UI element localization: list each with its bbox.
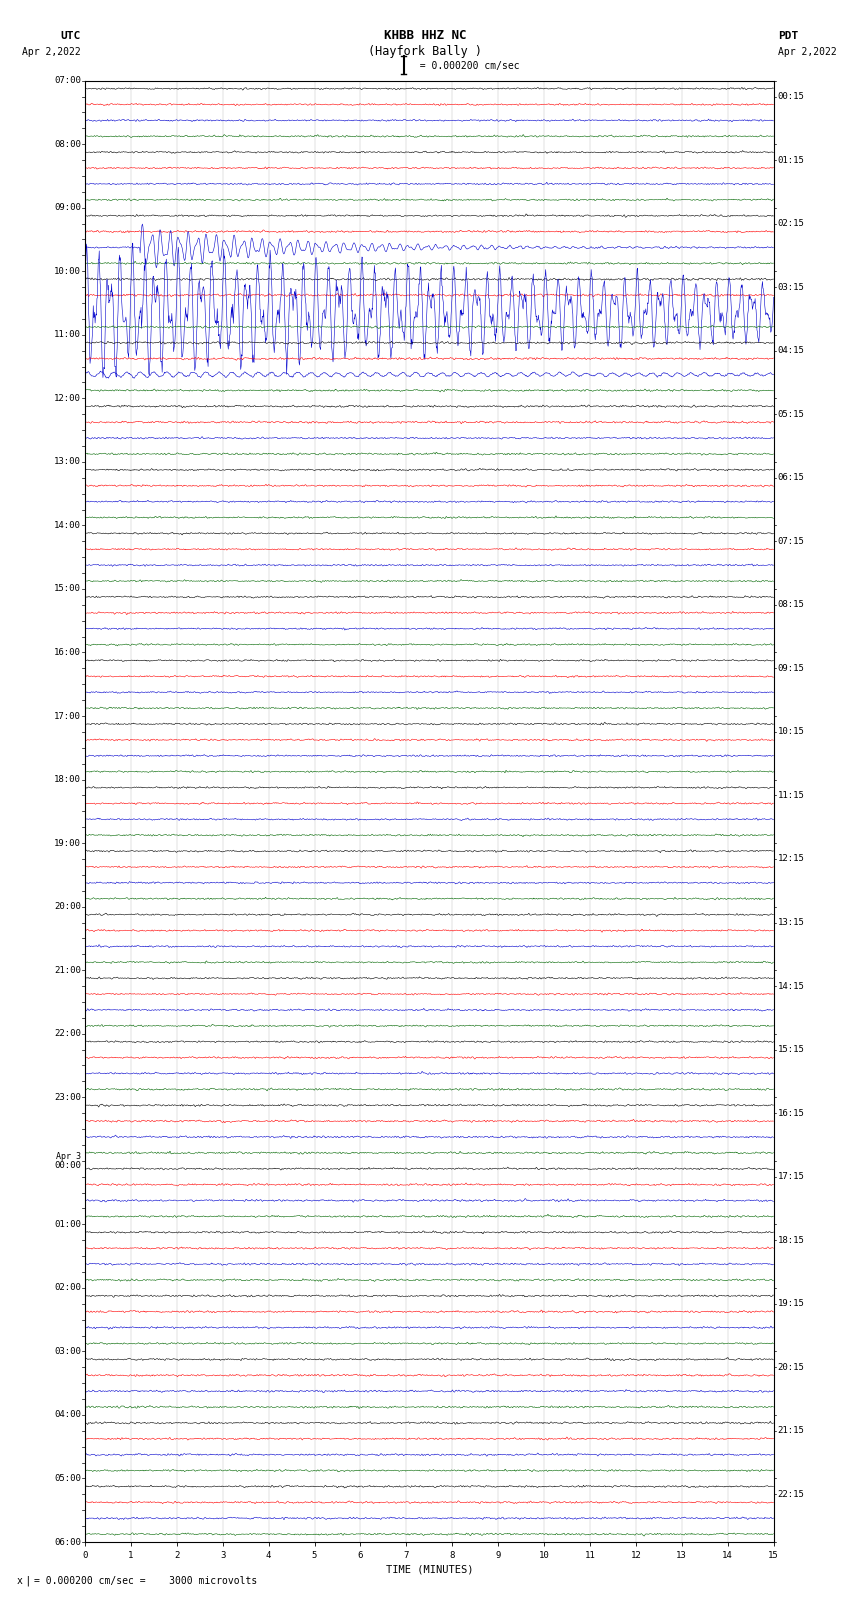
- Text: (Hayfork Bally ): (Hayfork Bally ): [368, 45, 482, 58]
- Text: 07:15: 07:15: [778, 537, 804, 545]
- Text: 02:00: 02:00: [54, 1284, 81, 1292]
- Text: 22:15: 22:15: [778, 1490, 804, 1498]
- Text: 00:00: 00:00: [54, 1161, 81, 1169]
- Text: Apr 3: Apr 3: [56, 1152, 81, 1161]
- Text: 19:00: 19:00: [54, 839, 81, 847]
- Text: 13:00: 13:00: [54, 458, 81, 466]
- Text: 21:15: 21:15: [778, 1426, 804, 1436]
- Text: KHBB HHZ NC: KHBB HHZ NC: [383, 29, 467, 42]
- Text: PDT: PDT: [778, 31, 798, 40]
- Text: = 0.000200 cm/sec =    3000 microvolts: = 0.000200 cm/sec = 3000 microvolts: [34, 1576, 258, 1586]
- Text: = 0.000200 cm/sec: = 0.000200 cm/sec: [408, 61, 519, 71]
- Text: 16:00: 16:00: [54, 648, 81, 656]
- Text: 06:15: 06:15: [778, 473, 804, 482]
- Text: 12:15: 12:15: [778, 855, 804, 863]
- Text: 20:15: 20:15: [778, 1363, 804, 1371]
- Text: 08:00: 08:00: [54, 140, 81, 148]
- Text: 18:15: 18:15: [778, 1236, 804, 1245]
- Text: 10:00: 10:00: [54, 266, 81, 276]
- Text: 11:00: 11:00: [54, 331, 81, 339]
- X-axis label: TIME (MINUTES): TIME (MINUTES): [386, 1565, 473, 1574]
- Text: 07:00: 07:00: [54, 76, 81, 85]
- Text: 19:15: 19:15: [778, 1298, 804, 1308]
- Text: 03:00: 03:00: [54, 1347, 81, 1357]
- Text: 15:15: 15:15: [778, 1045, 804, 1055]
- Text: 03:15: 03:15: [778, 282, 804, 292]
- Text: 20:00: 20:00: [54, 902, 81, 911]
- Text: |: |: [24, 1576, 31, 1586]
- Text: 16:15: 16:15: [778, 1108, 804, 1118]
- Text: 09:15: 09:15: [778, 665, 804, 673]
- Text: 06:00: 06:00: [54, 1537, 81, 1547]
- Text: 10:15: 10:15: [778, 727, 804, 737]
- Text: 17:00: 17:00: [54, 711, 81, 721]
- Text: 15:00: 15:00: [54, 584, 81, 594]
- Text: 01:00: 01:00: [54, 1219, 81, 1229]
- Text: 00:15: 00:15: [778, 92, 804, 102]
- Text: x: x: [17, 1576, 23, 1586]
- Text: 08:15: 08:15: [778, 600, 804, 610]
- Text: 21:00: 21:00: [54, 966, 81, 974]
- Text: 22:00: 22:00: [54, 1029, 81, 1039]
- Text: 18:00: 18:00: [54, 776, 81, 784]
- Text: 23:00: 23:00: [54, 1092, 81, 1102]
- Text: Apr 2,2022: Apr 2,2022: [778, 47, 836, 56]
- Text: 09:00: 09:00: [54, 203, 81, 213]
- Text: 14:15: 14:15: [778, 982, 804, 990]
- Text: 13:15: 13:15: [778, 918, 804, 927]
- Text: 14:00: 14:00: [54, 521, 81, 531]
- Text: 11:15: 11:15: [778, 790, 804, 800]
- Text: UTC: UTC: [60, 31, 81, 40]
- Text: 17:15: 17:15: [778, 1173, 804, 1181]
- Text: 04:15: 04:15: [778, 347, 804, 355]
- Text: 02:15: 02:15: [778, 219, 804, 227]
- Text: 05:00: 05:00: [54, 1474, 81, 1482]
- Text: Apr 2,2022: Apr 2,2022: [22, 47, 81, 56]
- Text: 05:15: 05:15: [778, 410, 804, 419]
- Text: 12:00: 12:00: [54, 394, 81, 403]
- Text: 04:00: 04:00: [54, 1410, 81, 1419]
- Text: 01:15: 01:15: [778, 155, 804, 165]
